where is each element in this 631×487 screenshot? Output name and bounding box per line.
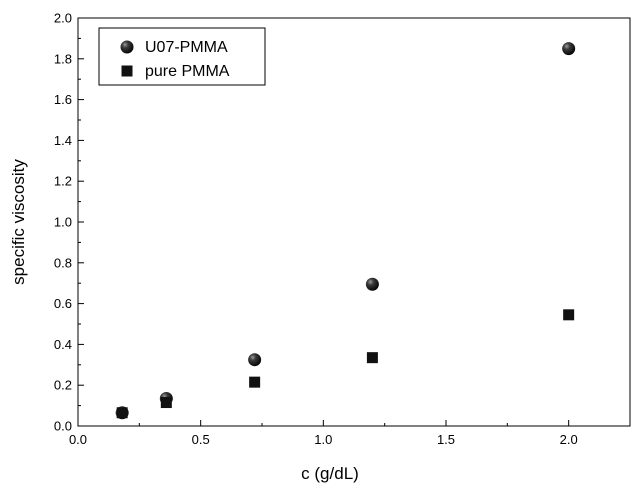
x-tick-label: 1.0 [314, 432, 332, 447]
data-point-circle [365, 277, 379, 291]
data-series [115, 42, 576, 420]
y-tick-label: 1.0 [54, 215, 72, 230]
legend-marker-square [121, 65, 133, 77]
y-tick-label: 0.4 [54, 337, 72, 352]
y-tick-label: 1.2 [54, 174, 72, 189]
series-pure-pmma [116, 309, 575, 419]
y-tick-label: 2.0 [54, 11, 72, 26]
data-point-square [160, 397, 172, 409]
legend: U07-PMMA pure PMMA [98, 27, 266, 86]
data-point-square [249, 376, 261, 388]
x-tick-label: 2.0 [560, 432, 578, 447]
y-tick-label: 0.6 [54, 296, 72, 311]
y-axis: 0.0 0.2 0.4 0.6 0.8 1.0 1.2 1.4 1.6 1.8 2.0 [54, 11, 84, 434]
y-tick-label: 1.8 [54, 51, 72, 66]
legend-label-u07-pmma: U07-PMMA [145, 39, 228, 56]
x-axis-title: c (g/dL) [301, 464, 359, 483]
x-tick-label: 1.5 [437, 432, 455, 447]
x-tick-label: 0.0 [69, 432, 87, 447]
y-tick-label: 0.8 [54, 255, 72, 270]
y-tick-label: 0.0 [54, 419, 72, 434]
y-tick-label: 1.6 [54, 92, 72, 107]
legend-marker-circle [120, 40, 134, 54]
data-point-circle [562, 42, 576, 56]
y-axis-title: specific viscosity [9, 159, 28, 285]
y-tick-label: 1.4 [54, 133, 72, 148]
x-axis: 0.0 0.5 1.0 1.5 2.0 [69, 420, 578, 447]
data-point-square [116, 407, 128, 419]
data-point-square [366, 352, 378, 364]
series-u07-pmma [115, 42, 576, 420]
data-point-circle [248, 353, 262, 367]
x-tick-label: 0.5 [192, 432, 210, 447]
data-point-square [563, 309, 575, 321]
legend-label-pure-pmma: pure PMMA [145, 63, 230, 80]
y-tick-label: 0.2 [54, 378, 72, 393]
